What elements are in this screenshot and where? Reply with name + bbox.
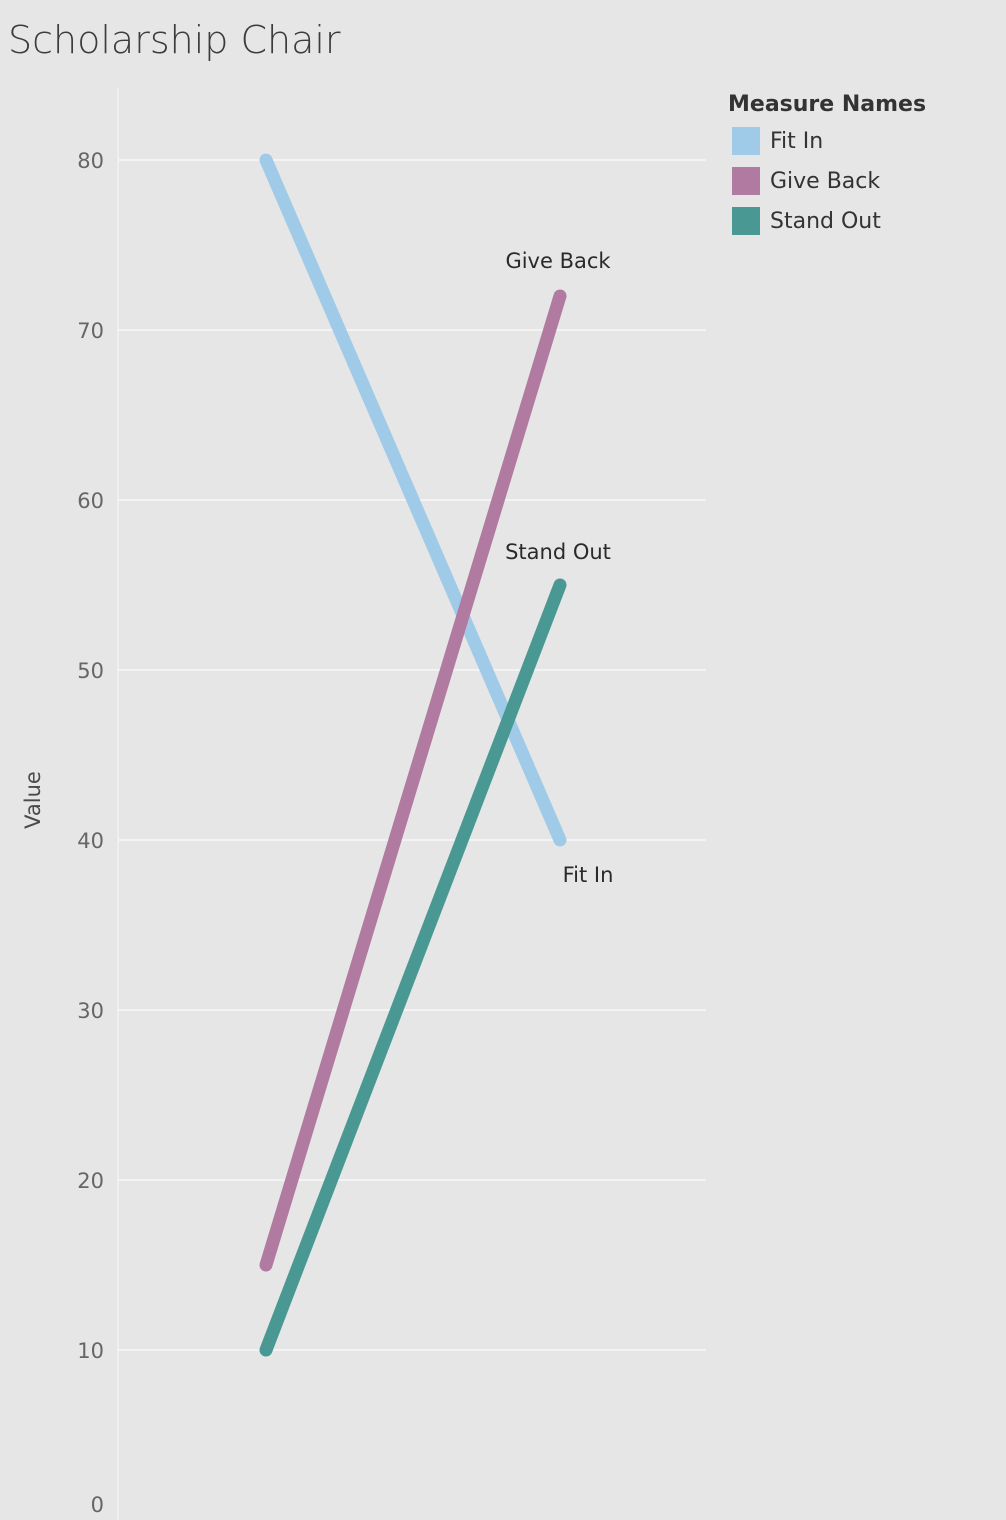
y-tick-label-10: 10 (77, 1339, 104, 1363)
end-label-give-back: Give Back (505, 249, 611, 273)
y-tick-label-20: 20 (77, 1169, 104, 1193)
legend-swatch-fit-in (732, 127, 760, 155)
y-axis-title: Value (21, 771, 45, 829)
series-line-give-back (259, 289, 567, 1272)
y-axis-ticks: 0 10 20 30 40 50 60 70 80 (77, 149, 104, 1517)
gridlines (118, 159, 706, 1351)
legend-label-give-back: Give Back (770, 168, 881, 194)
legend-items: Fit In Give Back Stand Out (728, 121, 926, 241)
y-tick-label-50: 50 (77, 659, 104, 683)
legend: Measure Names Fit In Give Back Stand Out (728, 92, 926, 241)
legend-label-fit-in: Fit In (770, 128, 824, 154)
end-label-fit-in: Fit In (563, 863, 614, 887)
y-tick-label-30: 30 (77, 999, 104, 1023)
legend-item-fit-in[interactable]: Fit In (728, 121, 926, 161)
legend-swatch-give-back (732, 167, 760, 195)
series-lines (259, 153, 567, 1357)
legend-item-stand-out[interactable]: Stand Out (728, 201, 926, 241)
legend-label-stand-out: Stand Out (770, 208, 881, 234)
legend-title: Measure Names (728, 92, 927, 117)
y-tick-label-60: 60 (77, 489, 104, 513)
y-tick-label-70: 70 (77, 319, 104, 343)
y-tick-label-40: 40 (77, 829, 104, 853)
y-tick-label-80: 80 (77, 149, 104, 173)
end-label-stand-out: Stand Out (505, 540, 611, 564)
legend-item-give-back[interactable]: Give Back (728, 161, 926, 201)
end-labels: Fit In Give Back Stand Out (505, 249, 613, 887)
legend-swatch-stand-out (732, 207, 760, 235)
chart-title: Scholarship Chair (8, 18, 341, 62)
series-line-stand-out (259, 578, 567, 1357)
y-tick-label-0: 0 (91, 1493, 104, 1517)
